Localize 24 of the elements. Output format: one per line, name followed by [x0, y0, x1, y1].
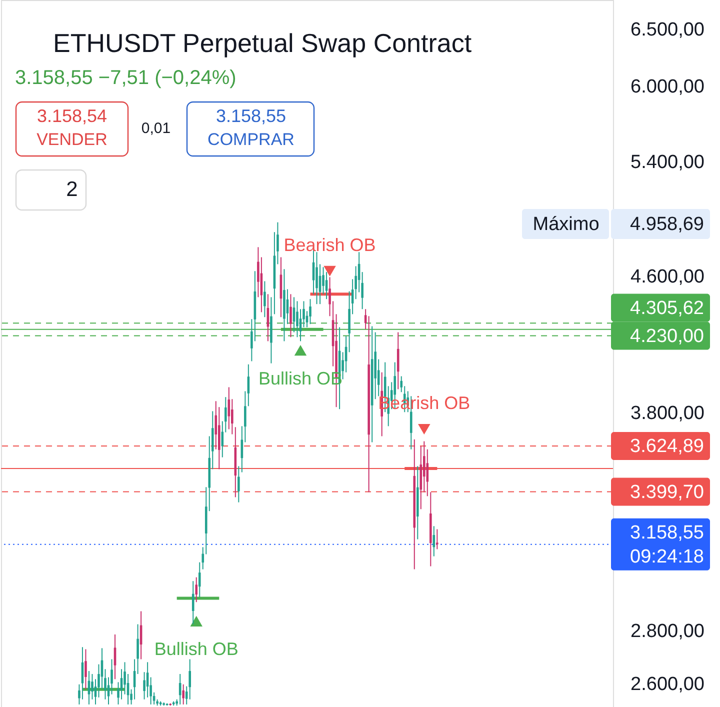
annotation: VENDER	[36, 130, 108, 149]
annotation: 3.158,54	[36, 106, 108, 126]
y-tick-label: 5.400,00	[630, 152, 704, 173]
annotation: 2	[66, 178, 78, 201]
annotation: 3.158,55	[216, 106, 286, 126]
y-tick-label: 2.600,00	[630, 674, 704, 695]
y-tick-label: 4.600,00	[630, 266, 704, 288]
y-tick-label: 2.800,00	[630, 620, 704, 642]
ref-line-label: 4.305,62	[630, 298, 704, 319]
text: Bullish OB	[154, 639, 238, 660]
y-tick-label: 6.500,00	[630, 20, 704, 41]
text: 3.158,55 −7,51 (−0,24%)	[15, 67, 236, 89]
y-tick-label: 3.800,00	[630, 402, 704, 424]
text: 4.958,69	[630, 214, 704, 235]
ref-line-label: 3.624,89	[630, 436, 704, 458]
annotation: 0,01	[141, 120, 171, 137]
annotation: Máximo	[532, 214, 600, 235]
annotation: COMPRAR	[208, 130, 294, 149]
ref-line-label: 4.230,00	[630, 326, 704, 347]
ref-line-label: 3.158,55 09:24:18	[630, 522, 704, 568]
ref-line-label: 3.399,70	[630, 482, 704, 503]
text: Bearish OB	[284, 235, 376, 256]
text: ETHUSDT Perpetual Swap Contract	[53, 28, 472, 58]
y-tick-label: 6.000,00	[630, 76, 704, 98]
